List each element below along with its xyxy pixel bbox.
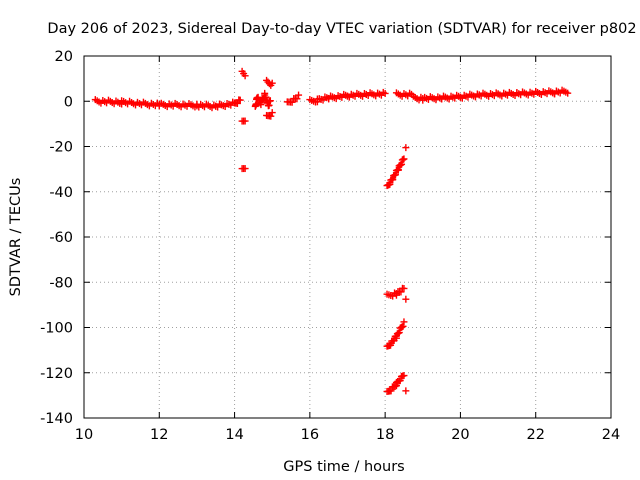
data-point (288, 98, 296, 106)
x-tick-label: 20 (451, 427, 469, 443)
data-point (392, 334, 400, 342)
data-point (386, 180, 394, 188)
data-point (241, 165, 249, 173)
data-points (91, 67, 572, 395)
x-tick-label: 22 (526, 427, 544, 443)
data-point (402, 295, 410, 303)
x-tick-label: 10 (75, 427, 93, 443)
y-tick-label: -100 (40, 321, 73, 337)
y-tick-label: -40 (49, 185, 73, 201)
data-point (564, 89, 572, 97)
x-tick-label: 18 (376, 427, 394, 443)
y-tick-label: -120 (40, 366, 73, 382)
y-axis-label: SDTVAR / TECUs (8, 178, 24, 297)
data-point (241, 72, 249, 80)
data-point (396, 377, 404, 385)
data-point (257, 101, 265, 109)
data-point (400, 155, 408, 163)
y-tick-label: -60 (49, 230, 73, 246)
data-point (268, 79, 276, 87)
data-point (400, 318, 408, 326)
y-tick-label: 20 (55, 49, 73, 65)
data-point (394, 166, 402, 174)
x-tick-label: 12 (150, 427, 168, 443)
axis-ticks: 10 12 14 16 18 20 22 24 20 0 -20 -40 -60 -80 -100 -120 -… (40, 49, 620, 443)
y-tick-label: -140 (40, 411, 73, 427)
data-point (392, 382, 400, 390)
y-tick-label: -80 (49, 275, 73, 291)
data-point (381, 89, 389, 97)
y-tick-label: -20 (49, 140, 73, 156)
data-point (295, 91, 303, 99)
data-point (266, 97, 274, 105)
data-point (293, 95, 301, 103)
chart-title: Day 206 of 2023, Sidereal Day-to-day VTE… (47, 21, 636, 37)
data-point (391, 382, 399, 390)
data-point (389, 176, 397, 184)
data-point (398, 160, 406, 168)
x-tick-label: 14 (225, 427, 243, 443)
grid-lines (84, 56, 611, 418)
data-point (387, 341, 395, 349)
data-point (391, 171, 399, 179)
data-point (402, 144, 410, 152)
plot-frame (83, 55, 612, 419)
data-point (236, 96, 244, 104)
data-point (241, 117, 249, 125)
data-point (267, 112, 275, 120)
data-point (400, 284, 408, 292)
data-point (395, 329, 403, 337)
x-axis-label: GPS time / hours (283, 459, 404, 475)
x-tick-label: 24 (602, 427, 620, 443)
y-tick-label: 0 (64, 94, 73, 110)
data-point (402, 387, 410, 395)
data-point (387, 387, 395, 395)
x-tick-label: 16 (301, 427, 319, 443)
data-point (268, 109, 276, 117)
data-point (400, 372, 408, 380)
data-point (399, 322, 407, 330)
